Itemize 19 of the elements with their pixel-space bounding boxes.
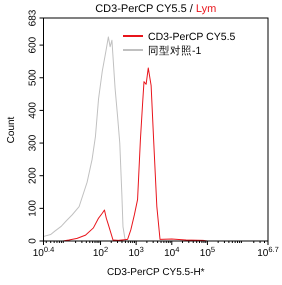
y-tick-label: 200 xyxy=(28,166,38,184)
y-axis-title: Count xyxy=(6,116,17,144)
y-tick-label: 500 xyxy=(28,68,38,86)
x-tick-label: 10$^{3}$ xyxy=(128,244,144,259)
legend-label: CD3-PerCP CY5.5 xyxy=(148,31,236,43)
x-tick-label: 10$^{0.4}$ xyxy=(32,244,54,259)
x-tick-label: 10$^{5}$ xyxy=(200,244,216,259)
y-tick-label: 600 xyxy=(28,36,38,54)
legend-label: 同型对照-1 xyxy=(148,44,202,57)
y-tick-label: 300 xyxy=(28,134,38,152)
y-tick-label: 100 xyxy=(28,200,38,217)
x-axis-title: CD3-PerCP CY5.5-H* xyxy=(106,267,205,278)
y-tick-label: 400 xyxy=(28,102,38,119)
chart-title: CD3-PerCP CY5.5 / Lym xyxy=(95,3,216,15)
x-tick-label: 10$^{4}$ xyxy=(164,244,180,259)
x-tick-label: 10$^{2}$ xyxy=(92,244,108,259)
x-tick-label: 10$^{6.7}$ xyxy=(257,244,279,259)
y-tick-label: 683 xyxy=(28,9,38,26)
y-tick-label: 0 xyxy=(28,238,38,244)
